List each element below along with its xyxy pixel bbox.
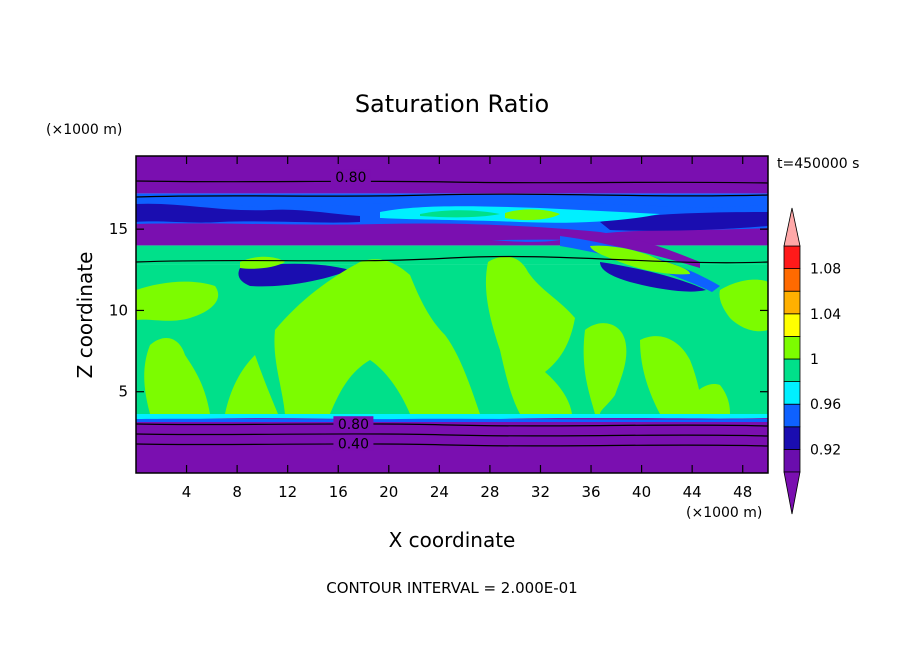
colorbar-swatch xyxy=(783,290,801,315)
contour-lines xyxy=(136,180,768,447)
supersaturated-region xyxy=(719,279,768,332)
x-axis-label: X coordinate xyxy=(389,528,516,552)
contour-label: 0.40 xyxy=(338,437,369,453)
y-tick-label: 15 xyxy=(109,220,128,238)
colorbar-tick-label: 1 xyxy=(810,352,819,368)
contour-label-bg xyxy=(330,169,371,185)
dark-blue-band xyxy=(238,263,350,287)
lime-layer-patch xyxy=(505,209,560,221)
contour-mid xyxy=(136,255,768,264)
contour-0.40 xyxy=(136,443,768,447)
plot-frame xyxy=(135,155,769,474)
chart-title: Saturation Ratio xyxy=(355,90,549,118)
x-tick-label: 48 xyxy=(733,483,752,501)
contour-0.80-lower xyxy=(136,423,768,427)
contour-0.60 xyxy=(136,433,768,437)
contour-field xyxy=(136,156,768,473)
x-tick-label: 40 xyxy=(632,483,651,501)
dark-blue-lobe xyxy=(136,203,360,223)
time-label: t=450000 s xyxy=(777,156,859,172)
supersaturated-region xyxy=(136,281,219,321)
supersaturated-region xyxy=(144,337,210,414)
colorbar-tick-label: 1.04 xyxy=(810,307,841,323)
purple-streak xyxy=(136,223,700,268)
green-layer-patch xyxy=(420,210,500,218)
x-tick-label: 4 xyxy=(182,483,192,501)
colorbar-swatch xyxy=(783,403,801,428)
supersaturated-region xyxy=(240,256,285,269)
supersaturated-region xyxy=(274,259,480,414)
contour-layer-top xyxy=(136,193,768,198)
x-tick-label: 36 xyxy=(581,483,600,501)
y-tick-label: 5 xyxy=(118,383,128,401)
x-tick-label: 32 xyxy=(531,483,550,501)
colorbar-swatch xyxy=(783,335,801,360)
colorbar-swatch xyxy=(783,358,801,383)
supersaturated-region xyxy=(640,336,705,414)
x-tick-label: 44 xyxy=(683,483,702,501)
dark-blue-band xyxy=(600,262,706,292)
x-tick-label: 20 xyxy=(379,483,398,501)
contour-label: 0.80 xyxy=(338,417,369,433)
colorbar-tick-label: 0.96 xyxy=(810,397,841,413)
contour-0.80-upper xyxy=(136,180,768,184)
colorbar-tick-label: 0.92 xyxy=(810,442,841,458)
x-unit-label: (×1000 m) xyxy=(686,505,762,521)
colorbar-swatch xyxy=(783,448,801,473)
blue-interface xyxy=(136,418,768,422)
colorbar-over-arrow xyxy=(783,207,801,247)
x-axis-ticks: 4 8 12 16 20 24 28 32 36 40 44 48 xyxy=(182,156,752,501)
colorbar-swatch xyxy=(783,245,801,270)
contour-labels: 0.80 0.80 0.40 xyxy=(330,169,374,453)
value-band xyxy=(136,156,768,194)
y-unit-label: (×1000 m) xyxy=(46,122,122,138)
colorbar: 1.08 1.04 1 0.96 0.92 xyxy=(783,207,841,515)
contour-label-bg xyxy=(333,435,374,451)
x-tick-label: 16 xyxy=(329,483,348,501)
cyan-interface xyxy=(136,414,768,420)
supersaturated-region xyxy=(583,323,627,414)
x-tick-label: 24 xyxy=(430,483,449,501)
contour-label-bg xyxy=(333,416,374,432)
colorbar-swatch xyxy=(783,313,801,337)
colorbar-swatch xyxy=(783,268,801,292)
x-tick-label: 12 xyxy=(278,483,297,501)
y-axis-ticks: 5 10 15 xyxy=(109,220,768,401)
contour-interval-footer: CONTOUR INTERVAL = 2.000E-01 xyxy=(326,579,577,597)
y-axis-label: Z coordinate xyxy=(73,252,97,379)
supersaturated-region xyxy=(680,384,730,414)
supersaturated-region xyxy=(225,355,278,414)
colorbar-tick-label: 1.08 xyxy=(810,262,841,278)
x-tick-label: 28 xyxy=(480,483,499,501)
colorbar-under-arrow xyxy=(783,471,801,515)
contour-label: 0.80 xyxy=(335,170,366,186)
x-tick-label: 8 xyxy=(232,483,242,501)
y-tick-label: 10 xyxy=(109,301,128,319)
supersaturated-region xyxy=(485,256,575,414)
colorbar-swatch xyxy=(783,426,801,450)
colorbar-swatch xyxy=(783,381,801,405)
